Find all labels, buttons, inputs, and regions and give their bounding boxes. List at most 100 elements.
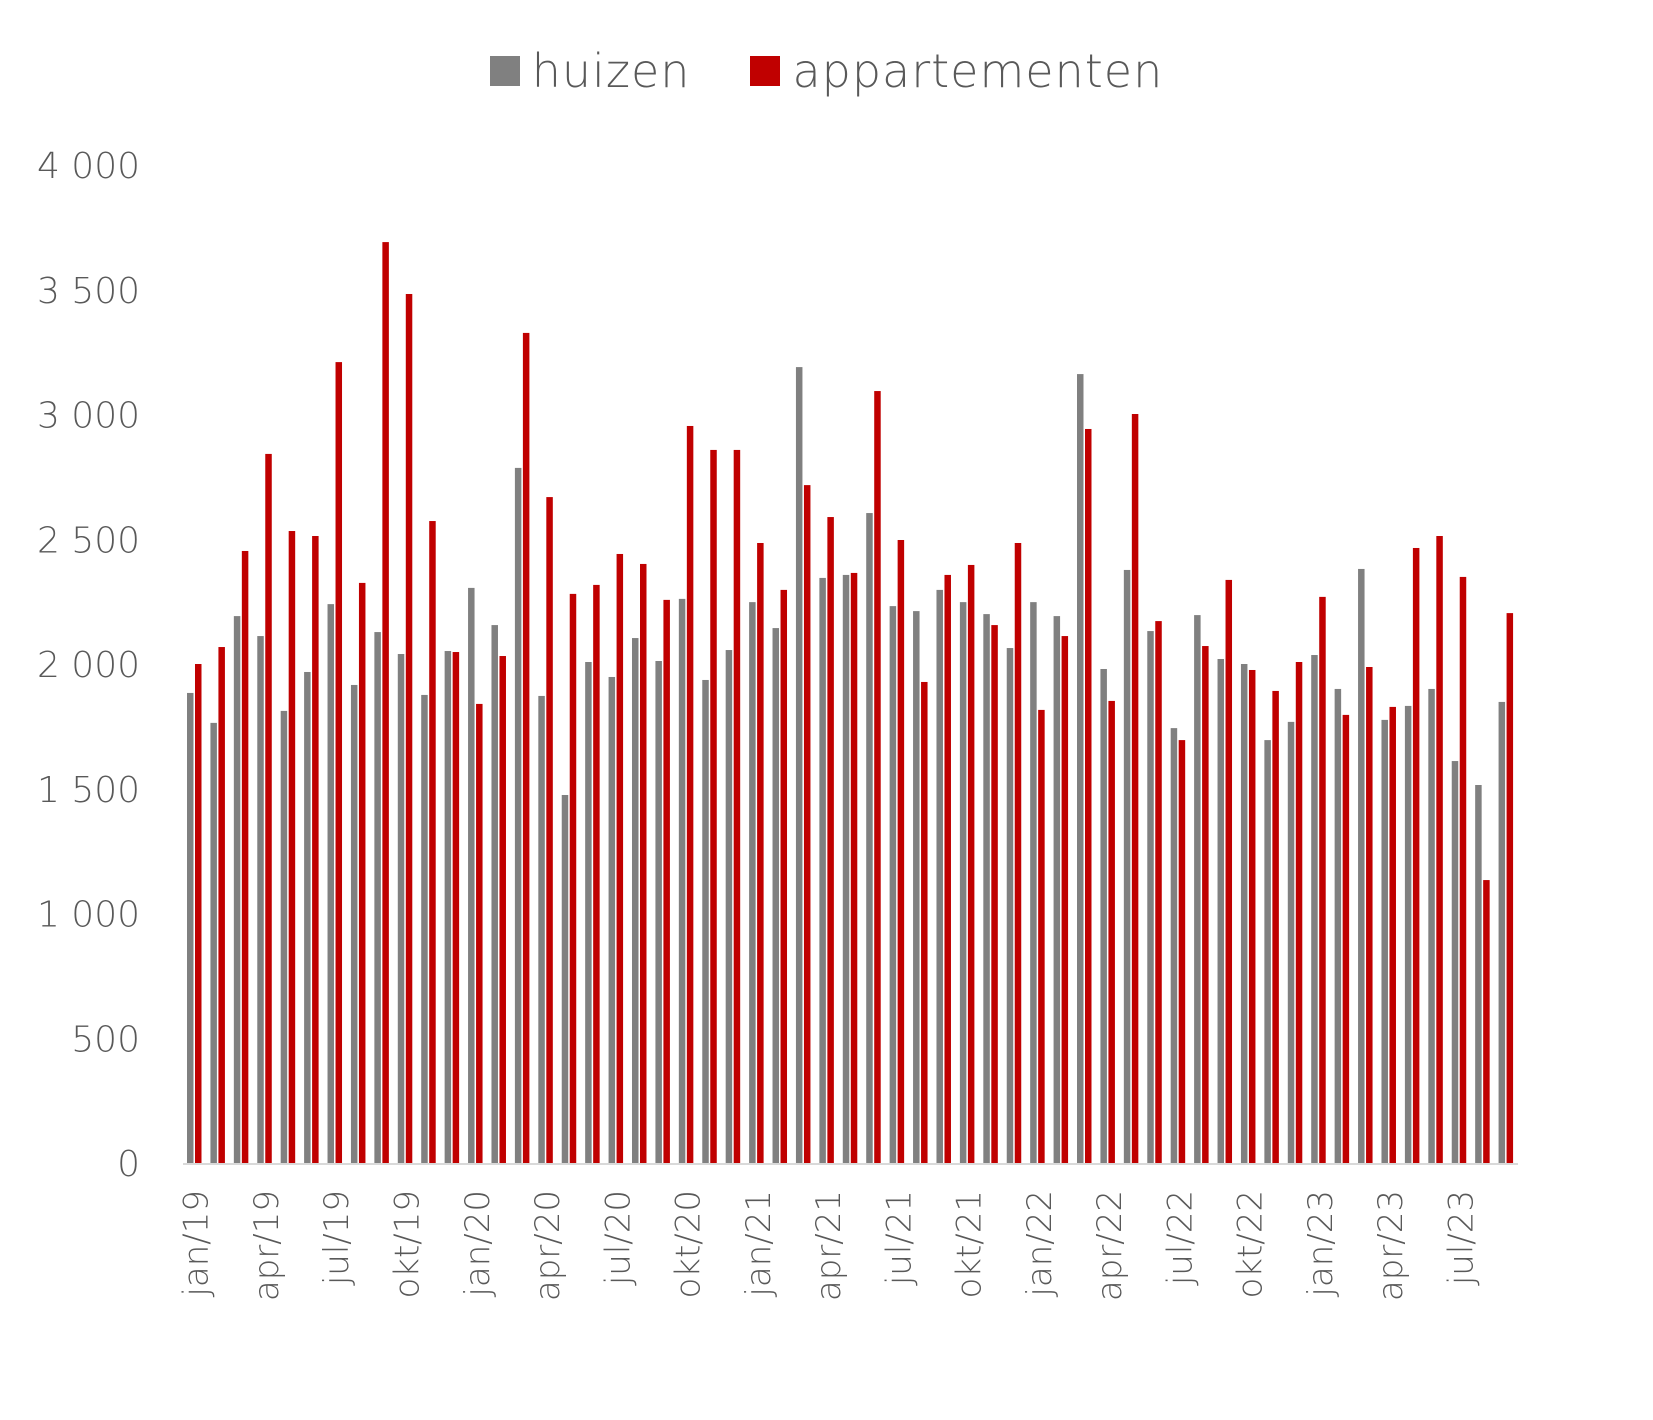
bar-appartementen <box>288 531 296 1163</box>
bar-appartementen <box>921 681 928 1163</box>
bar-huizen <box>1381 719 1388 1163</box>
bar-huizen <box>889 606 897 1163</box>
bar-huizen <box>1170 728 1178 1163</box>
y-tick-label: 3 500 <box>37 271 140 312</box>
bar-appartementen <box>1436 536 1443 1163</box>
bar-huizen <box>1404 705 1412 1163</box>
y-tick-label: 0 <box>117 1144 140 1185</box>
bar-huizen <box>1451 761 1459 1163</box>
bar-appartementen <box>1061 636 1069 1163</box>
x-tick-label: apr/22 <box>1090 1190 1130 1301</box>
bar-huizen <box>257 636 264 1163</box>
bar-huizen <box>233 616 241 1163</box>
bar-huizen <box>374 632 381 1163</box>
bar-huizen <box>1311 655 1318 1163</box>
bar-huizen <box>749 602 756 1163</box>
bar-huizen <box>585 662 592 1163</box>
bar-huizen <box>1240 664 1248 1163</box>
bar-appartementen <box>1366 666 1373 1163</box>
bar-appartementen <box>757 542 764 1163</box>
bar-huizen <box>632 638 639 1163</box>
bar-appartementen <box>1225 579 1233 1163</box>
bar-appartementen <box>1178 740 1186 1163</box>
bar-huizen <box>1334 688 1342 1163</box>
bar-huizen <box>795 367 803 1164</box>
bar-huizen <box>772 628 780 1163</box>
bar-appartementen <box>382 242 389 1163</box>
bar-huizen <box>1077 374 1084 1163</box>
y-tick-label: 2 500 <box>37 520 140 561</box>
y-tick-label: 1 000 <box>37 895 140 936</box>
bar-appartementen <box>686 425 694 1163</box>
y-tick-label: 1 500 <box>37 770 140 811</box>
legend-swatch-appartementen <box>750 56 781 86</box>
bar-appartementen <box>499 656 506 1163</box>
bar-appartementen <box>850 572 858 1163</box>
bar-huizen <box>350 684 358 1163</box>
y-tick-label: 500 <box>71 1019 140 1060</box>
bar-huizen <box>1358 568 1365 1163</box>
bar-huizen <box>608 676 616 1163</box>
bar-appartementen <box>405 293 413 1164</box>
bar-huizen <box>1147 631 1154 1163</box>
bar-huizen <box>421 694 428 1163</box>
bar-huizen <box>702 679 709 1163</box>
bar-appartementen <box>944 574 951 1163</box>
bar-huizen <box>491 625 498 1163</box>
bar-huizen <box>936 589 943 1163</box>
x-tick-label: jan/23 <box>1301 1190 1341 1298</box>
bar-huizen <box>1287 721 1295 1163</box>
bar-appartementen <box>991 625 998 1163</box>
bar-appartementen <box>874 391 881 1163</box>
bar-appartementen <box>546 497 553 1164</box>
bar-appartementen <box>897 539 905 1163</box>
x-tick-label: jan/22 <box>1020 1190 1060 1298</box>
bar-appartementen <box>218 647 225 1163</box>
x-tick-label: okt/21 <box>950 1190 990 1299</box>
bar-appartementen <box>1108 700 1115 1163</box>
bar-appartementen <box>663 599 670 1163</box>
x-tick-label: okt/19 <box>388 1190 428 1299</box>
legend-item-huizen[interactable]: huizen <box>489 44 691 98</box>
x-tick-label: jul/21 <box>879 1190 919 1286</box>
bar-appartementen <box>1506 613 1514 1163</box>
bar-huizen <box>1194 615 1201 1163</box>
bar-appartementen <box>358 582 366 1163</box>
x-tick-label: jan/19 <box>177 1190 217 1298</box>
bar-huizen <box>983 614 990 1163</box>
bar-huizen <box>1123 569 1131 1163</box>
bar-huizen <box>1217 659 1225 1163</box>
x-tick-label: okt/22 <box>1231 1190 1271 1299</box>
bar-huizen <box>1053 616 1061 1163</box>
x-tick-label: jul/23 <box>1441 1190 1481 1286</box>
bar-appartementen <box>429 521 436 1163</box>
bar-appartementen <box>1014 542 1022 1163</box>
bar-appartementen <box>803 485 811 1163</box>
bar-huizen <box>655 661 662 1163</box>
x-tick-label: apr/19 <box>247 1190 287 1301</box>
x-tick-label: jul/20 <box>598 1190 638 1286</box>
y-tick-label: 4 000 <box>37 146 140 187</box>
bar-appartementen <box>1155 621 1162 1163</box>
bar-appartementen <box>1202 646 1209 1163</box>
bar-huizen <box>1100 668 1107 1163</box>
bar-appartementen <box>733 449 741 1164</box>
bar-appartementen <box>1459 576 1467 1163</box>
bar-appartementen <box>1038 709 1045 1163</box>
bar-appartementen <box>265 453 272 1163</box>
x-tick-label: apr/21 <box>809 1190 849 1301</box>
bar-huizen <box>397 654 405 1163</box>
legend-item-appartementen[interactable]: appartementen <box>750 44 1163 98</box>
legend-label-huizen: huizen <box>531 44 691 98</box>
x-tick-label: apr/20 <box>528 1190 568 1301</box>
bar-appartementen <box>335 362 343 1164</box>
bar-appartementen <box>710 449 717 1164</box>
bar-appartementen <box>1248 669 1256 1163</box>
x-tick-label: apr/23 <box>1371 1190 1411 1301</box>
bar-appartementen <box>522 332 530 1163</box>
legend-label-appartementen: appartementen <box>792 44 1164 98</box>
bar-huizen <box>304 671 311 1163</box>
bar-huizen <box>1475 785 1482 1163</box>
x-tick-label: jul/22 <box>1160 1190 1200 1286</box>
